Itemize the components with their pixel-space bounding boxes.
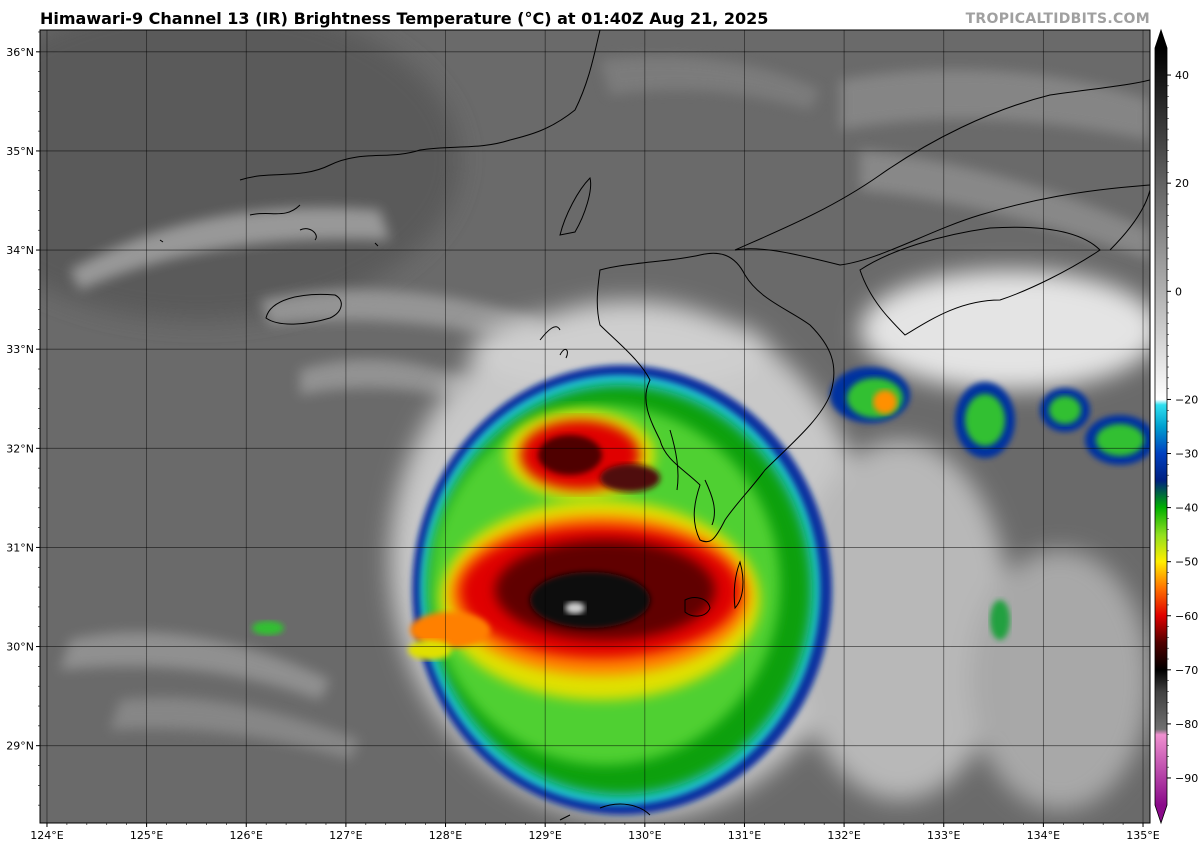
lat-tick-label: 33°N [6,343,34,356]
colorbar-tick-label: −40 [1175,502,1198,515]
colorbar-tick-label: −90 [1175,772,1198,785]
kii-peninsula [1109,189,1150,251]
korea-south-coast [239,30,601,181]
lon-tick-label: 133°E [927,829,960,842]
source-credit: TROPICALTIDBITS.COM [965,11,1150,27]
storm-core [408,365,832,815]
colorbar-tick-label: −30 [1175,448,1198,461]
kagoshima-bay [669,429,715,526]
lon-tick-label: 127°E [329,829,362,842]
colorbar-tick-label: 20 [1175,177,1189,190]
shikoku-coast [859,226,1101,336]
lat-lon-grid [40,30,1150,823]
imagery-layer [40,30,1150,823]
honshu-west-coast [734,79,1150,251]
lat-tick-label: 30°N [6,641,34,654]
goto-islands [539,326,568,359]
honshu-inland-sea [734,184,1150,266]
lat-tick-label: 31°N [6,541,34,554]
lon-tick-label: 129°E [528,829,561,842]
lat-tick-label: 34°N [6,244,34,257]
lat-tick-label: 29°N [6,740,34,753]
lat-tick-label: 32°N [6,442,34,455]
lon-tick-label: 126°E [230,829,263,842]
colorbar-tick-label: −80 [1175,718,1198,731]
lon-tick-label: 135°E [1126,829,1159,842]
colorbar-ticks: 40 20 0 −20 −30 −40 −50 −60 −70 −80 −90 [1167,69,1198,785]
colorbar-tick-label: 40 [1175,69,1189,82]
tsushima-coast [559,177,592,236]
colorbar-tick-label: −50 [1175,556,1198,569]
korea-islands [159,204,379,247]
low-cloud-streaks [60,56,1150,760]
colorbar-tick-label: −20 [1175,393,1198,406]
tanegashima-coast [733,560,744,610]
lon-tick-label: 132°E [827,829,860,842]
lat-tick-label: 35°N [6,145,34,158]
colorbar: 40 20 0 −20 −30 −40 −50 −60 −70 −80 −90 [1154,28,1198,825]
jeju-island-coast [265,293,342,325]
chart-title: Himawari-9 Channel 13 (IR) Brightness Te… [40,9,769,28]
eastern-convective-cells [252,367,1150,640]
colorbar-tick-label: −70 [1175,664,1198,677]
lon-tick-label: 124°E [30,829,63,842]
kyushu-coast [596,252,835,543]
colorbar-tick-label: 0 [1175,285,1182,298]
colorbar-scale [1154,28,1168,825]
lon-tick-label: 130°E [628,829,661,842]
lon-tick-label: 131°E [728,829,761,842]
coastlines [159,30,1150,821]
lon-tick-label: 125°E [130,829,163,842]
lat-tick-label: 36°N [6,46,34,59]
colorbar-tick-label: −60 [1175,610,1198,623]
axis-ticks: 124°E 125°E 126°E 127°E 128°E 129°E 130°E 131°E… [6,31,1160,842]
lon-tick-label: 128°E [429,829,462,842]
amami-islands [559,803,651,821]
lon-tick-label: 134°E [1027,829,1060,842]
map-frame [39,29,1151,824]
yakushima-coast [684,597,711,617]
